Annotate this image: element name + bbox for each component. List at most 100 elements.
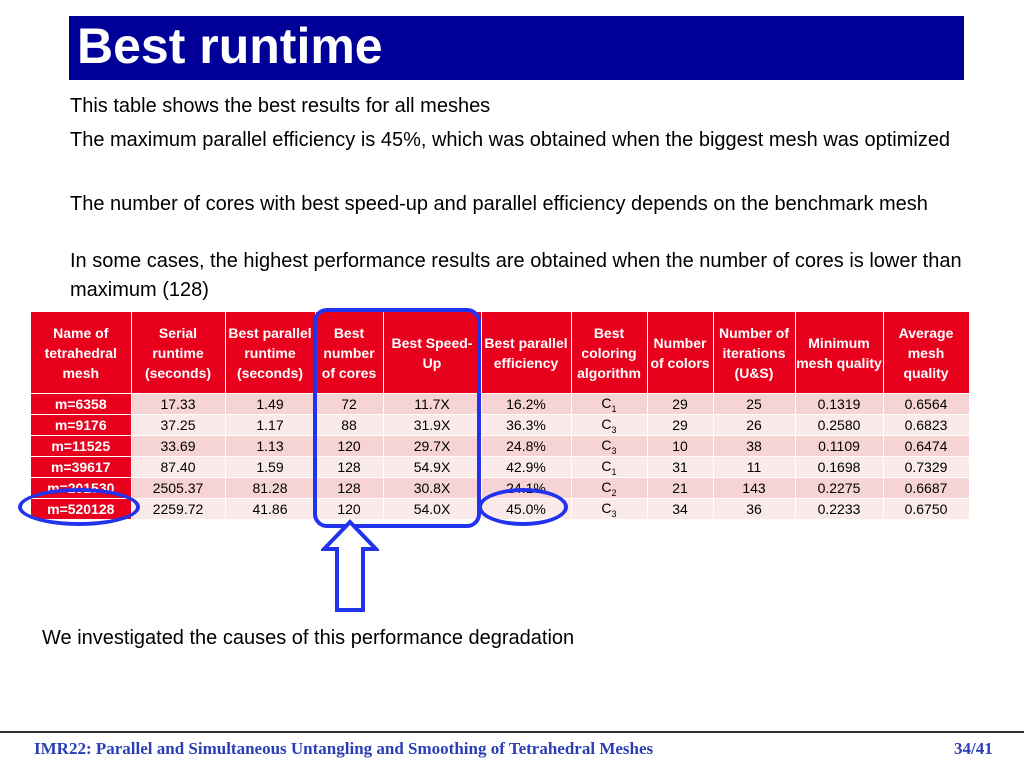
- avg-quality-cell: 0.6474: [883, 435, 970, 457]
- cores-cell: 120: [315, 498, 384, 519]
- min-quality-cell: 0.1319: [795, 393, 884, 415]
- page-number: 34/41: [954, 739, 993, 758]
- algorithm-subscript: 1: [611, 466, 617, 477]
- serial-runtime-cell: 2259.72: [131, 498, 226, 519]
- cores-cell: 128: [315, 477, 384, 499]
- cores-cell: 128: [315, 456, 384, 478]
- min-quality-cell: 0.2275: [795, 477, 884, 499]
- column-header: Name of tetrahedral mesh: [31, 312, 132, 394]
- iterations-cell: 11: [713, 456, 796, 478]
- speedup-cell: 30.8X: [383, 477, 482, 499]
- colors-cell: 21: [647, 477, 714, 499]
- serial-runtime-cell: 2505.37: [131, 477, 226, 499]
- algorithm-cell: C2: [571, 477, 648, 499]
- column-header: Serial runtime (seconds): [131, 312, 226, 394]
- iterations-cell: 26: [713, 414, 796, 436]
- algorithm-cell: C3: [571, 498, 648, 519]
- table-row: m=39617 87.40 1.59 128 54.9X 42.9% C1 31…: [31, 456, 970, 478]
- speedup-cell: 54.0X: [383, 498, 482, 519]
- serial-runtime-cell: 17.33: [131, 393, 226, 415]
- cores-cell: 72: [315, 393, 384, 415]
- speedup-cell: 31.9X: [383, 414, 482, 436]
- colors-cell: 31: [647, 456, 714, 478]
- iterations-cell: 38: [713, 435, 796, 457]
- algorithm-letter: C: [601, 499, 612, 516]
- avg-quality-cell: 0.6687: [883, 477, 970, 499]
- bullet-paragraph: In some cases, the highest performance r…: [70, 250, 962, 301]
- colors-cell: 10: [647, 435, 714, 457]
- parallel-runtime-cell: 41.86: [225, 498, 316, 519]
- column-header: Average mesh quality: [883, 312, 970, 394]
- colors-cell: 29: [647, 393, 714, 415]
- min-quality-cell: 0.2233: [795, 498, 884, 519]
- column-header: Best number of cores: [315, 312, 384, 394]
- parallel-runtime-cell: 1.13: [225, 435, 316, 457]
- column-header: Number of iterations (U&S): [713, 312, 796, 394]
- up-arrow-icon: [321, 519, 379, 612]
- colors-cell: 34: [647, 498, 714, 519]
- iterations-cell: 25: [713, 393, 796, 415]
- bullet-paragraph: The number of cores with best speed-up a…: [70, 193, 928, 215]
- algorithm-subscript: 1: [611, 403, 617, 414]
- algorithm-subscript: 2: [611, 487, 617, 498]
- serial-runtime-cell: 37.25: [131, 414, 226, 436]
- avg-quality-cell: 0.6564: [883, 393, 970, 415]
- mesh-name-cell: m=9176: [31, 414, 132, 436]
- mesh-name-cell: m=11525: [31, 435, 132, 457]
- bullet-paragraph: The maximum parallel efficiency is 45%, …: [70, 129, 951, 151]
- conclusion-note: We investigated the causes of this perfo…: [42, 627, 575, 649]
- colors-cell: 29: [647, 414, 714, 436]
- column-header: Best parallel efficiency: [481, 312, 572, 394]
- avg-quality-cell: 0.6823: [883, 414, 970, 436]
- algorithm-letter: C: [601, 457, 612, 474]
- algorithm-letter: C: [601, 436, 612, 453]
- mesh-name-cell: m=6358: [31, 393, 132, 415]
- parallel-runtime-cell: 81.28: [225, 477, 316, 499]
- algorithm-subscript: 3: [611, 424, 617, 435]
- table-row: m=9176 37.25 1.17 88 31.9X 36.3% C3 29 2…: [31, 414, 970, 436]
- min-quality-cell: 0.1109: [795, 435, 884, 457]
- avg-quality-cell: 0.6750: [883, 498, 970, 519]
- algorithm-cell: C3: [571, 414, 648, 436]
- algorithm-letter: C: [601, 394, 612, 411]
- title-bar: Best runtime: [69, 16, 964, 80]
- parallel-runtime-cell: 1.49: [225, 393, 316, 415]
- cores-cell: 88: [315, 414, 384, 436]
- parallel-runtime-cell: 1.17: [225, 414, 316, 436]
- parallel-runtime-cell: 1.59: [225, 456, 316, 478]
- table-row: m=6358 17.33 1.49 72 11.7X 16.2% C1 29 2…: [31, 393, 970, 415]
- column-header: Number of colors: [647, 312, 714, 394]
- speedup-cell: 29.7X: [383, 435, 482, 457]
- min-quality-cell: 0.1698: [795, 456, 884, 478]
- avg-quality-cell: 0.7329: [883, 456, 970, 478]
- efficiency-cell: 24.8%: [481, 435, 572, 457]
- efficiency-cell: 42.9%: [481, 456, 572, 478]
- mesh-name-cell: m=39617: [31, 456, 132, 478]
- table-header-row: Name of tetrahedral mesh Serial runtime …: [31, 312, 970, 394]
- mesh-highlight-ellipse: [18, 488, 140, 526]
- speedup-cell: 54.9X: [383, 456, 482, 478]
- iterations-cell: 36: [713, 498, 796, 519]
- algorithm-subscript: 3: [611, 508, 617, 519]
- serial-runtime-cell: 33.69: [131, 435, 226, 457]
- footer-title: IMR22: Parallel and Simultaneous Untangl…: [34, 739, 654, 758]
- slide-title: Best runtime: [77, 18, 383, 74]
- min-quality-cell: 0.2580: [795, 414, 884, 436]
- efficiency-cell: 36.3%: [481, 414, 572, 436]
- cores-speedup-highlight-box: [313, 308, 481, 528]
- efficiency-highlight-ellipse: [478, 488, 568, 526]
- serial-runtime-cell: 87.40: [131, 456, 226, 478]
- iterations-cell: 143: [713, 477, 796, 499]
- column-header: Best Speed-Up: [383, 312, 482, 394]
- algorithm-letter: C: [601, 478, 612, 495]
- algorithm-cell: C1: [571, 456, 648, 478]
- efficiency-cell: 16.2%: [481, 393, 572, 415]
- column-header: Best parallel runtime (seconds): [225, 312, 316, 394]
- algorithm-letter: C: [601, 415, 612, 432]
- column-header: Best coloring algorithm: [571, 312, 648, 394]
- algorithm-cell: C1: [571, 393, 648, 415]
- bullet-paragraph: This table shows the best results for al…: [70, 95, 491, 117]
- algorithm-subscript: 3: [611, 445, 617, 456]
- results-table: Name of tetrahedral mesh Serial runtime …: [31, 312, 970, 519]
- column-header: Minimum mesh quality: [795, 312, 884, 394]
